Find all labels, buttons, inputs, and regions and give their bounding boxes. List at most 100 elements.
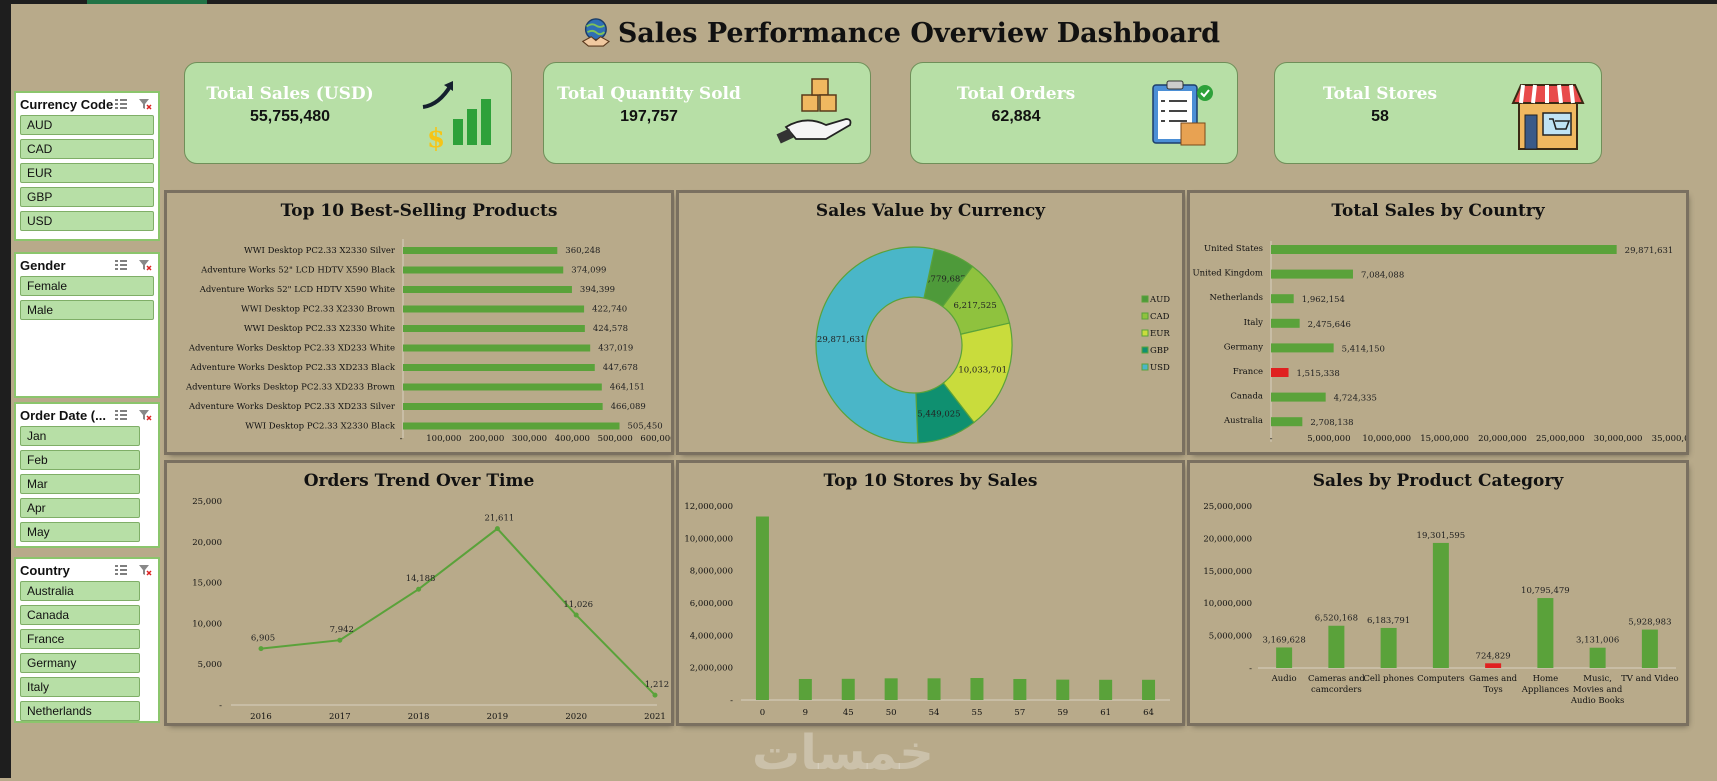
kpi-value: 55,755,480	[249, 108, 331, 125]
x-tick-label: 2020	[565, 712, 587, 722]
slicer-header: Gender	[16, 254, 158, 276]
multi-select-icon[interactable]	[114, 259, 128, 271]
category-label: United Kingdom	[1192, 269, 1263, 279]
bar	[403, 305, 585, 313]
tick-label: 5,000,000	[1307, 434, 1350, 444]
bar	[403, 266, 564, 274]
tick-label: 300,000	[512, 434, 547, 444]
slicer-item[interactable]: EUR	[20, 163, 154, 183]
clear-filter-icon[interactable]	[138, 564, 152, 576]
slicer-order-date: Order Date (... Jan Feb Mar Apr May	[14, 402, 160, 548]
slicer-item[interactable]: Italy	[20, 677, 140, 697]
slicer-item[interactable]: Germany	[20, 653, 140, 673]
slicer-item[interactable]: Netherlands	[20, 701, 140, 721]
bar	[1328, 625, 1345, 668]
category-label: Australia	[1223, 416, 1263, 426]
x-tick-label: Music, Movies and Audio Books	[1570, 674, 1625, 706]
storefront-icon	[1511, 84, 1585, 150]
x-tick-label: 64	[1143, 708, 1154, 718]
x-tick-label: 2017	[329, 712, 351, 722]
x-tick-label: 55	[972, 708, 983, 718]
slicer-header: Order Date (...	[16, 404, 158, 426]
slicer-item[interactable]: Male	[20, 300, 154, 320]
slicer-currency: Currency Code AUD CAD EUR GBP USD	[14, 91, 160, 241]
bar	[970, 678, 984, 700]
multi-select-icon[interactable]	[114, 564, 128, 576]
bar	[1099, 679, 1113, 700]
column-header-bar	[0, 0, 1717, 4]
multi-select-icon[interactable]	[114, 409, 128, 421]
slicer-item[interactable]: AUD	[20, 115, 154, 135]
globe-handshake-icon	[581, 18, 610, 47]
data-label: 5,449,025	[917, 410, 960, 420]
x-tick-label: 57	[1014, 708, 1025, 718]
slicer-item[interactable]: Mar	[20, 474, 140, 494]
kpi-card-total-stores: Total Stores 58	[1274, 62, 1602, 164]
slicer-item[interactable]: Australia	[20, 581, 140, 601]
slicer-item[interactable]: Female	[20, 276, 154, 296]
slicer-item[interactable]: France	[20, 629, 140, 649]
tick-label: 20,000	[192, 538, 222, 548]
tick-label: 12,000,000	[684, 502, 733, 512]
slicer-item[interactable]: Canada	[20, 605, 140, 625]
dashboard-header: Sales Performance Overview Dashboard	[580, 8, 1220, 58]
slicer-item[interactable]: Feb	[20, 450, 140, 470]
bar	[1271, 318, 1300, 328]
chart-title: Top 10 Best-Selling Products	[280, 201, 558, 221]
data-label: 2,475,646	[1308, 320, 1351, 330]
slicer-item[interactable]: Jan	[20, 426, 140, 446]
tick-label: -	[400, 434, 403, 444]
x-tick-label: Home Appliances	[1521, 674, 1569, 695]
tick-label: 100,000	[426, 434, 461, 444]
data-label: 19,301,595	[1417, 531, 1466, 541]
tick-label: 4,000,000	[690, 631, 733, 641]
x-tick-label: 50	[886, 708, 897, 718]
slicer-item[interactable]: USD	[20, 211, 154, 231]
x-tick-label: 45	[843, 708, 854, 718]
data-label: 466,089	[611, 402, 646, 412]
clear-filter-icon[interactable]	[138, 409, 152, 421]
category-label: France	[1233, 367, 1263, 377]
data-point	[494, 526, 500, 532]
slicer-item[interactable]: Apr	[20, 498, 140, 518]
legend-swatch	[1141, 295, 1149, 303]
x-tick-label: Games and Toys	[1469, 674, 1518, 695]
x-tick-label: 0	[760, 708, 765, 718]
slicer-title: Gender	[20, 257, 66, 273]
data-label: 1,212	[645, 680, 669, 690]
bar	[403, 364, 595, 371]
category-label: WWI Desktop PC2.33 X2330 White	[244, 324, 395, 334]
category-label: Adventure Works 52" LCD HDTV X590 Black	[200, 266, 396, 276]
tick-label: 8,000,000	[690, 567, 733, 577]
watermark-text: خمسات	[752, 725, 934, 781]
slicer-item[interactable]: May	[20, 522, 140, 542]
x-tick-label: 2018	[408, 712, 430, 722]
data-label: 6,905	[251, 634, 275, 644]
multi-select-icon[interactable]	[114, 98, 128, 110]
slicer-header: Country	[16, 559, 158, 581]
data-label: 29,871,631	[1625, 246, 1674, 256]
slicer-item[interactable]: CAD	[20, 139, 154, 159]
tick-label: 25,000,000	[1536, 434, 1585, 444]
kpi-card-total-quantity: Total Quantity Sold 197,757	[543, 62, 871, 164]
slicer-title: Country	[20, 562, 70, 578]
kpi-card-total-orders: Total Orders 62,884	[910, 62, 1238, 164]
kpi-label: Total Orders	[956, 84, 1076, 104]
slicer-country: Country Australia Canada France Germany …	[14, 557, 160, 723]
clear-filter-icon[interactable]	[138, 98, 152, 110]
bar	[927, 678, 941, 700]
data-label: 4,724,335	[1334, 394, 1377, 404]
bar	[403, 325, 585, 332]
chart-sales-country-plot: United States 29,871,631 United Kingdom 7,0…	[1192, 241, 1686, 444]
data-point	[652, 692, 658, 698]
kpi-value: 58	[1371, 108, 1389, 125]
data-label: 11,026	[563, 600, 593, 610]
legend-swatch	[1141, 312, 1149, 320]
clear-filter-icon[interactable]	[138, 259, 152, 271]
slicer-item[interactable]: GBP	[20, 187, 154, 207]
tick-label: 6,000,000	[690, 599, 733, 609]
chart-top-stores-plot: - 2,000,000 4,000,000 6,000,000 8,000,000 10,…	[684, 502, 1170, 718]
x-tick-label: 2021	[644, 712, 666, 722]
data-label: 724,829	[1476, 651, 1511, 661]
data-label: 6,183,791	[1367, 616, 1410, 626]
